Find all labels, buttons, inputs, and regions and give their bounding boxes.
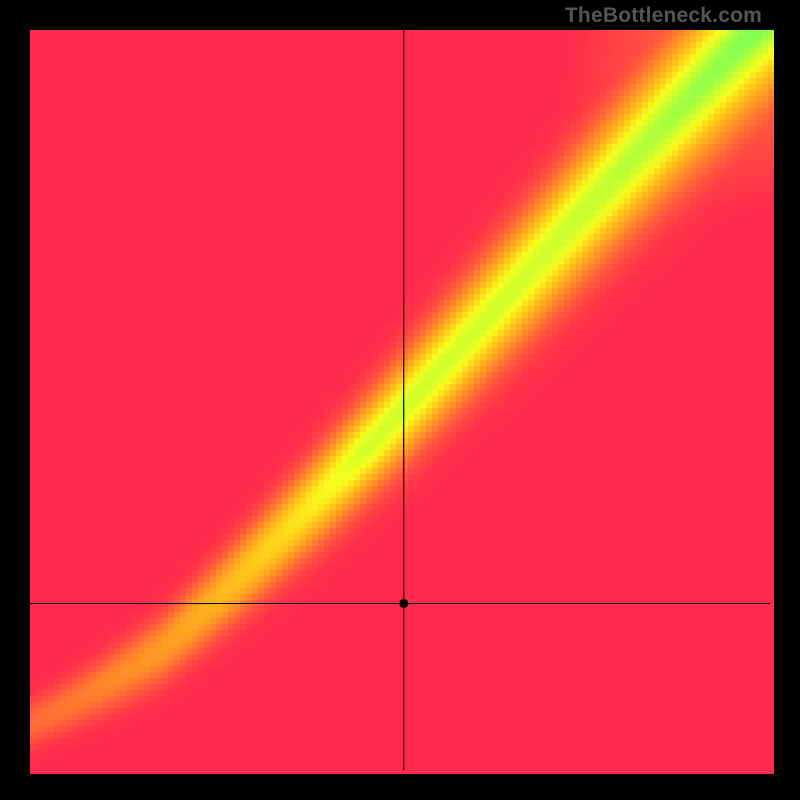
heatmap-canvas bbox=[0, 0, 800, 800]
figure-container: TheBottleneck.com bbox=[0, 0, 800, 800]
watermark-text: TheBottleneck.com bbox=[565, 4, 762, 28]
